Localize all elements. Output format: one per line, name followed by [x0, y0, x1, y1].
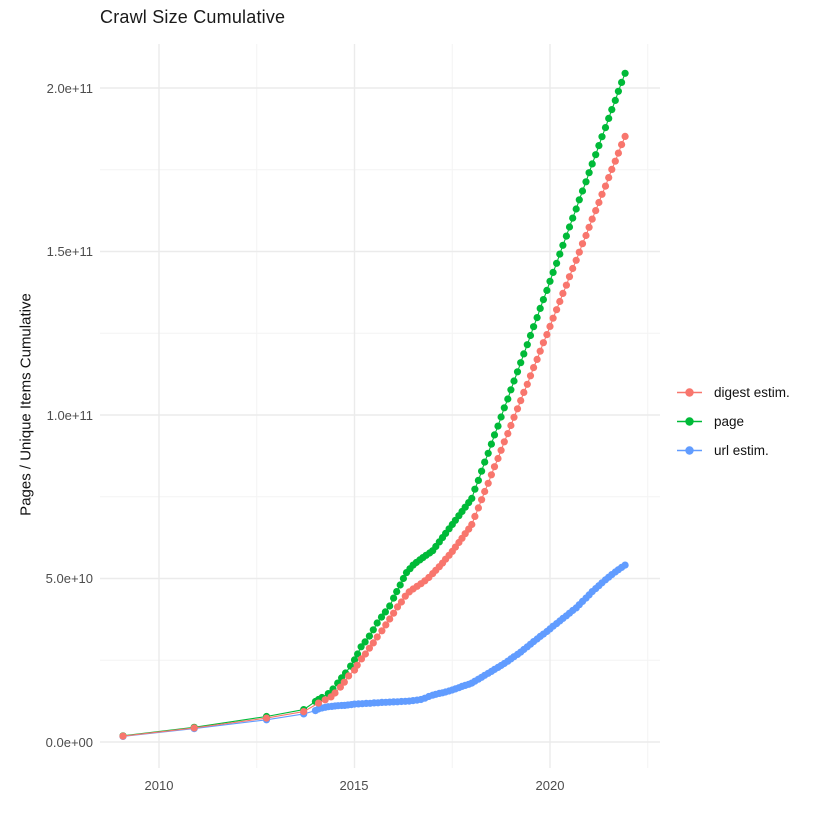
y-tick-label: 1.5e+11	[46, 244, 93, 259]
url-key-icon	[677, 446, 702, 455]
page-key-icon	[677, 417, 702, 426]
x-tick-label: 2015	[339, 778, 369, 793]
y-tick-label: 5.0e+10	[45, 571, 93, 586]
y-tick-label: 2.0e+11	[46, 81, 93, 96]
x-tick-label: 2020	[535, 778, 565, 793]
x-tick-label: 2010	[144, 778, 174, 793]
legend-label: digest estim.	[714, 385, 790, 400]
legend-item-digest: digest estim.	[676, 378, 790, 407]
y-axis-title: Pages / Unique Items Cumulative	[17, 293, 35, 516]
y-tick-label: 0.0e+00	[45, 735, 93, 750]
y-tick-label: 1.0e+11	[46, 408, 93, 423]
digest-key-icon	[677, 388, 702, 397]
chart-title: Crawl Size Cumulative	[100, 7, 286, 27]
legend-label: url estim.	[714, 443, 769, 458]
legend: digest estim. page url estim.	[676, 378, 790, 465]
legend-item-url: url estim.	[676, 436, 790, 465]
plot-panel	[100, 44, 660, 768]
legend-label: page	[714, 414, 745, 429]
legend-item-page: page	[676, 407, 790, 436]
